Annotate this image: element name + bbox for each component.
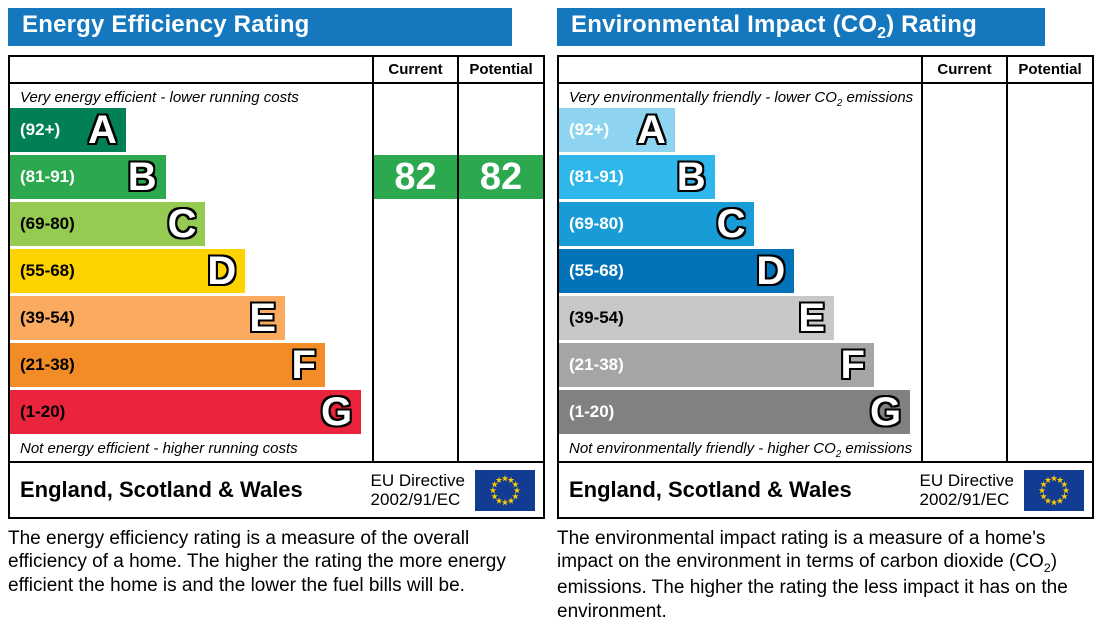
current-rating-column: 82 bbox=[372, 84, 457, 463]
current-column-header: Current bbox=[921, 57, 1006, 84]
band-range-label: (39-54) bbox=[20, 308, 75, 327]
band-letter: F bbox=[291, 343, 316, 387]
current-rating-value: 82 bbox=[374, 155, 457, 199]
rating-band-f: (21-38) F bbox=[10, 343, 325, 387]
top-caption: Very energy efficient - lower running co… bbox=[20, 89, 299, 106]
environmental-impact-table: Current Potential Very environmentally f… bbox=[557, 55, 1094, 519]
band-letter: B bbox=[127, 155, 157, 199]
band-letter: D bbox=[756, 249, 786, 293]
rating-band-f: (21-38) F bbox=[559, 343, 874, 387]
band-letter: A bbox=[87, 108, 117, 152]
band-letter: A bbox=[636, 108, 666, 152]
header-spacer bbox=[559, 57, 921, 84]
band-letter: F bbox=[840, 343, 865, 387]
rating-band-c: (69-80) C bbox=[559, 202, 755, 246]
band-list: (92+) A (81-91) B (69-80) C (55-68) D (39-54) E (2… bbox=[559, 108, 921, 434]
rating-band-g: (1-20) G bbox=[10, 390, 362, 434]
rating-band-a: (92+) A bbox=[559, 108, 675, 152]
potential-column-header: Potential bbox=[1006, 57, 1092, 84]
chart-footer: England, Scotland & Wales EU Directive 2… bbox=[10, 463, 543, 517]
band-range-label: (21-38) bbox=[20, 355, 75, 374]
eu-flag-icon bbox=[475, 469, 535, 511]
chart-footer: England, Scotland & Wales EU Directive 2… bbox=[559, 463, 1092, 517]
band-range-label: (1-20) bbox=[20, 402, 66, 421]
rating-band-e: (39-54) E bbox=[559, 296, 835, 340]
top-caption: Very environmentally friendly - lower CO… bbox=[569, 89, 914, 109]
rating-band-e: (39-54) E bbox=[10, 296, 286, 340]
potential-rating-value: 82 bbox=[459, 155, 543, 199]
rating-scale: Very environmentally friendly - lower CO… bbox=[559, 84, 921, 463]
band-letter: E bbox=[798, 296, 826, 340]
region-label: England, Scotland & Wales bbox=[569, 477, 852, 502]
region-label: England, Scotland & Wales bbox=[20, 477, 303, 502]
rating-band-a: (92+) A bbox=[10, 108, 126, 152]
band-letter: C bbox=[167, 202, 197, 246]
eu-flag-icon bbox=[1024, 469, 1084, 511]
rating-band-g: (1-20) G bbox=[559, 390, 911, 434]
band-range-label: (92+) bbox=[20, 120, 61, 139]
rating-band-d: (55-68) D bbox=[10, 249, 246, 293]
energy-efficiency-title: Energy Efficiency Rating bbox=[8, 8, 512, 46]
rating-band-d: (55-68) D bbox=[559, 249, 795, 293]
eu-directive-label: EU Directive 2002/91/EC bbox=[370, 470, 465, 509]
environmental-impact-title: Environmental Impact (CO2) Rating bbox=[557, 8, 1045, 46]
potential-rating-column: 82 bbox=[457, 84, 543, 463]
band-range-label: (55-68) bbox=[20, 261, 75, 280]
environmental-impact-panel: Environmental Impact (CO2) Rating Curren… bbox=[557, 8, 1094, 623]
band-range-label: (39-54) bbox=[569, 308, 624, 327]
band-range-label: (69-80) bbox=[20, 214, 75, 233]
environmental-impact-description: The environmental impact rating is a mea… bbox=[557, 528, 1068, 622]
potential-column-header: Potential bbox=[457, 57, 543, 84]
rating-band-b: (81-91) B bbox=[559, 155, 715, 199]
band-letter: C bbox=[716, 202, 746, 246]
panel-title-text: Energy Efficiency Rating bbox=[22, 11, 310, 39]
eu-directive-label: EU Directive 2002/91/EC bbox=[919, 470, 1014, 509]
band-range-label: (81-91) bbox=[20, 167, 75, 186]
bottom-caption: Not environmentally friendly - higher CO… bbox=[569, 440, 913, 460]
band-range-label: (21-38) bbox=[569, 355, 624, 374]
current-column-header: Current bbox=[372, 57, 457, 84]
band-range-label: (55-68) bbox=[569, 261, 624, 280]
band-range-label: (1-20) bbox=[569, 402, 615, 421]
bottom-caption: Not energy efficient - higher running co… bbox=[20, 440, 298, 457]
band-range-label: (81-91) bbox=[569, 167, 624, 186]
potential-rating-column bbox=[1006, 84, 1092, 463]
rating-scale: Very energy efficient - lower running co… bbox=[10, 84, 372, 463]
energy-efficiency-panel: Energy Efficiency Rating Current Potenti… bbox=[8, 8, 545, 623]
panel-title-text: Environmental Impact (CO2) Rating bbox=[571, 11, 977, 42]
band-letter: E bbox=[249, 296, 277, 340]
rating-band-b: (81-91) B bbox=[10, 155, 166, 199]
band-range-label: (92+) bbox=[569, 120, 610, 139]
band-letter: D bbox=[207, 249, 237, 293]
header-spacer bbox=[10, 57, 372, 84]
energy-efficiency-description: The energy efficiency rating is a measur… bbox=[8, 528, 506, 596]
band-letter: G bbox=[321, 390, 353, 434]
band-range-label: (69-80) bbox=[569, 214, 624, 233]
current-rating-column bbox=[921, 84, 1006, 463]
rating-band-c: (69-80) C bbox=[10, 202, 206, 246]
band-list: (92+) A (81-91) B (69-80) C (55-68) D (39-54) E (2… bbox=[10, 108, 372, 434]
band-letter: G bbox=[870, 390, 902, 434]
energy-efficiency-table: Current Potential Very energy efficient … bbox=[8, 55, 545, 519]
band-letter: B bbox=[676, 155, 706, 199]
